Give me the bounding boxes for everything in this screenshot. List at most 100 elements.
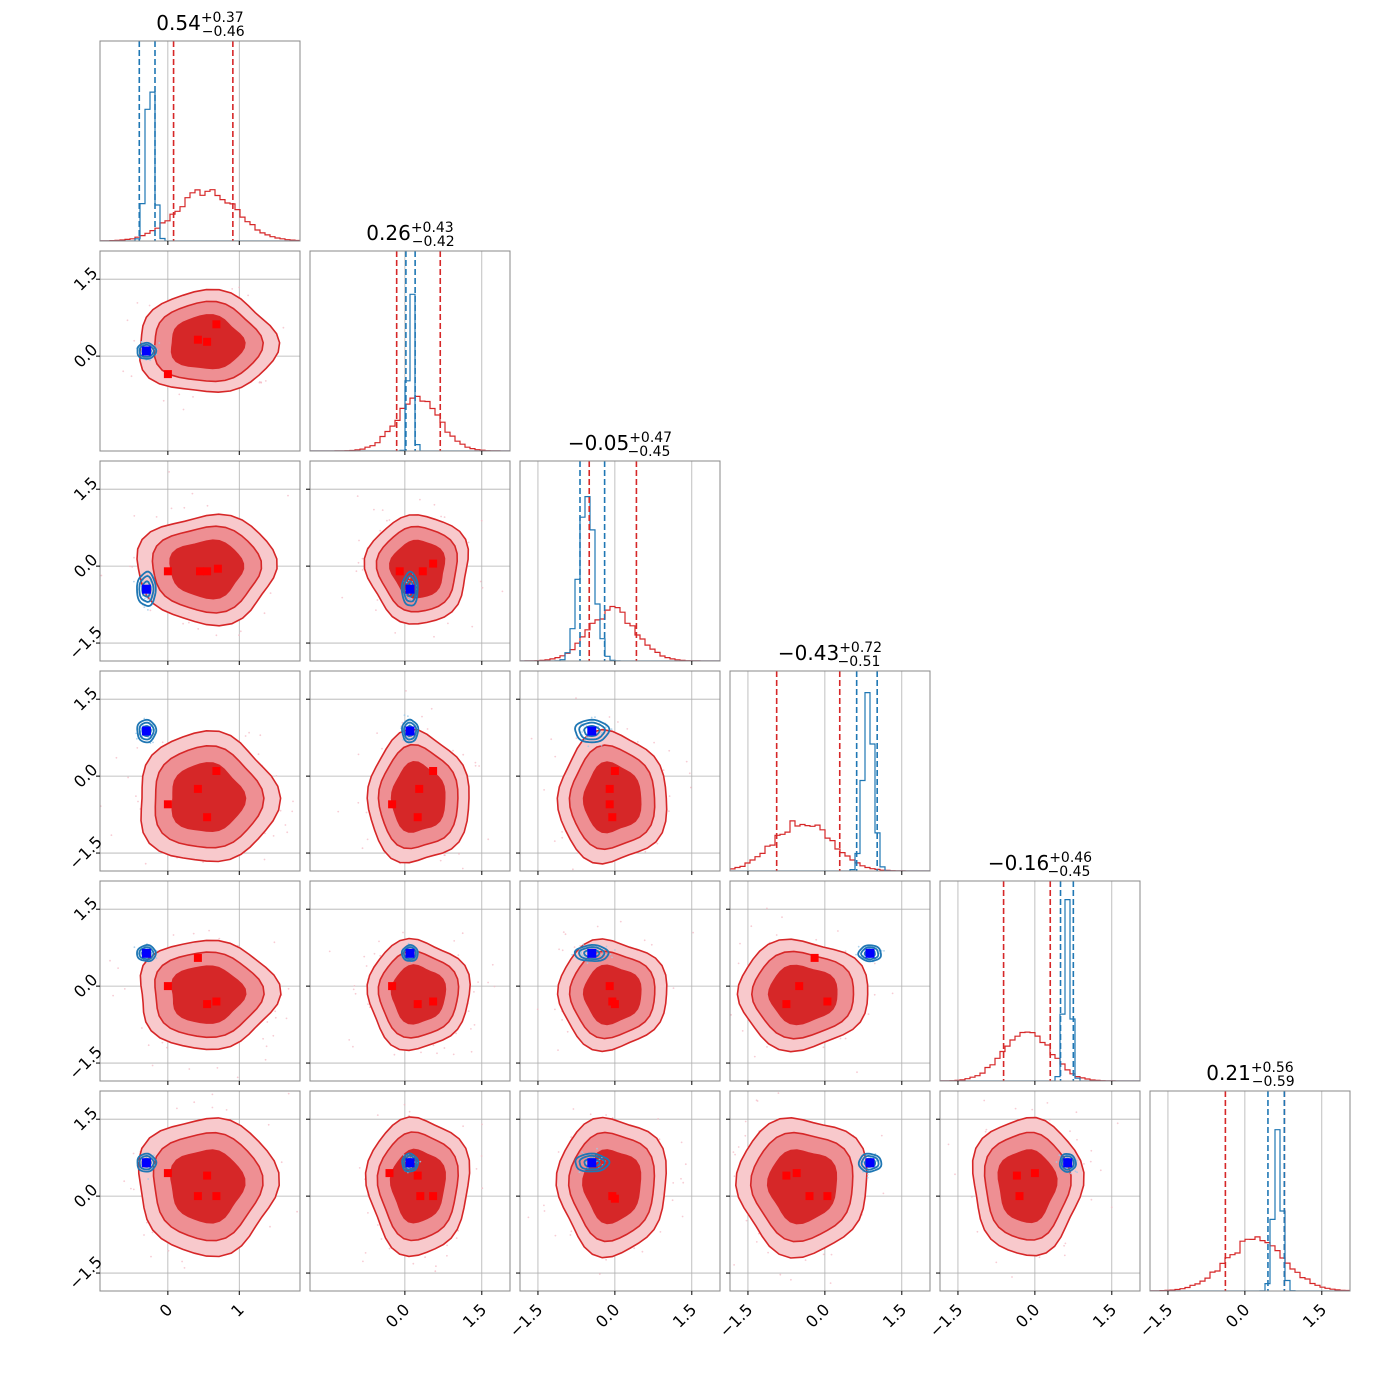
panel-content (947, 1099, 1119, 1278)
sample-point (659, 1231, 662, 1233)
title-plus: +0.56 (1251, 1060, 1294, 1076)
sample-point (269, 592, 272, 594)
sample-point (543, 1210, 546, 1212)
panel-title: −0.16+0.46 (988, 850, 1092, 875)
sample-point (147, 1044, 150, 1047)
truth-marker (405, 726, 415, 736)
sample-point-blue (408, 723, 411, 726)
sample-point (362, 1260, 364, 1263)
panel-title: −0.43+0.72 (778, 640, 882, 665)
panel-4-2 (516, 880, 721, 1085)
sample-point (386, 519, 388, 522)
sample-point (117, 967, 119, 969)
red-marker (608, 813, 617, 822)
contour-red-inner (171, 965, 247, 1024)
sample-point (779, 1273, 782, 1276)
contour-blue (138, 575, 155, 603)
sample-point-blue (596, 1147, 598, 1150)
y-tick-label: 0.0 (70, 1180, 101, 1211)
sample-point (135, 795, 137, 797)
sample-point-blue (147, 609, 149, 611)
sample-point (575, 697, 577, 699)
sample-point (477, 981, 479, 983)
sample-point (430, 707, 433, 710)
sample-point (777, 1092, 780, 1094)
y-tick-label: 0.0 (70, 760, 101, 791)
y-tick-label: 1.5 (70, 893, 101, 924)
sample-point (470, 1028, 472, 1030)
truth-marker (141, 1158, 151, 1168)
panel-title: −0.05+0.47 (568, 430, 672, 455)
sample-point (357, 801, 360, 804)
sample-point (440, 515, 442, 518)
sample-point (658, 1138, 661, 1141)
red-marker (385, 1169, 394, 1178)
sample-point (536, 1008, 539, 1011)
sample-point-blue (143, 717, 146, 720)
x-tick-label: −1.5 (716, 1300, 757, 1341)
panel-3-2 (516, 670, 721, 875)
sample-point (155, 516, 158, 518)
sample-point (1075, 1111, 1078, 1114)
sample-point (557, 1049, 559, 1051)
red-marker (605, 982, 614, 991)
red-marker (782, 1171, 791, 1180)
panel-2-1 (306, 460, 511, 665)
sample-point (671, 1199, 674, 1202)
sample-point-blue (1055, 1161, 1058, 1163)
sample-point (100, 574, 103, 577)
sample-point (269, 1225, 271, 1228)
panel-content (940, 881, 1140, 1081)
sample-point (461, 932, 464, 935)
sample-point (238, 286, 241, 289)
truth-marker (1063, 1158, 1073, 1168)
sample-point (358, 539, 360, 542)
sample-point-blue (883, 950, 885, 952)
sample-point (561, 831, 563, 833)
sample-point (432, 1044, 435, 1047)
sample-point (829, 1282, 832, 1284)
panel-0-0: 0.54+0.37−0.46 (99, 10, 301, 245)
sample-point (405, 690, 407, 692)
truth-marker (865, 1158, 875, 1168)
title-plus: +0.72 (839, 640, 882, 656)
sample-point (501, 590, 504, 593)
sample-point (596, 925, 599, 928)
panel-content (341, 495, 504, 638)
sample-point (122, 370, 125, 373)
sample-point (633, 1247, 636, 1250)
sample-point (656, 842, 659, 845)
contour-red-inner (582, 761, 642, 834)
red-marker (610, 1194, 619, 1203)
sample-point-blue (586, 962, 589, 965)
sample-point (280, 1161, 283, 1164)
red-marker (413, 1171, 422, 1180)
sample-point (954, 1173, 956, 1176)
sample-point (619, 920, 622, 923)
panel-frame (309, 670, 511, 872)
red-marker (212, 320, 221, 329)
sample-point-blue (419, 1160, 422, 1163)
sample-point (363, 955, 366, 958)
sample-point (379, 529, 382, 532)
sample-point (419, 498, 421, 501)
sample-point (211, 1093, 214, 1096)
sample-point (258, 381, 261, 384)
sample-point (115, 756, 118, 759)
red-marker (212, 997, 221, 1006)
sample-point (814, 1087, 816, 1089)
sample-point (873, 993, 876, 996)
sample-point (983, 1099, 986, 1102)
sample-point-blue (140, 340, 143, 343)
x-tick-label: −1.5 (1136, 1300, 1177, 1341)
sample-point (741, 1030, 744, 1032)
sample-point (470, 1050, 473, 1053)
panel-frame (309, 1090, 511, 1292)
sample-point (474, 761, 477, 764)
title-minus: −0.46 (202, 24, 245, 40)
sample-point-blue (407, 942, 410, 945)
contour-blue (136, 944, 157, 963)
sample-point (272, 1034, 275, 1037)
sample-point (136, 302, 139, 304)
panel-content (358, 1103, 484, 1273)
